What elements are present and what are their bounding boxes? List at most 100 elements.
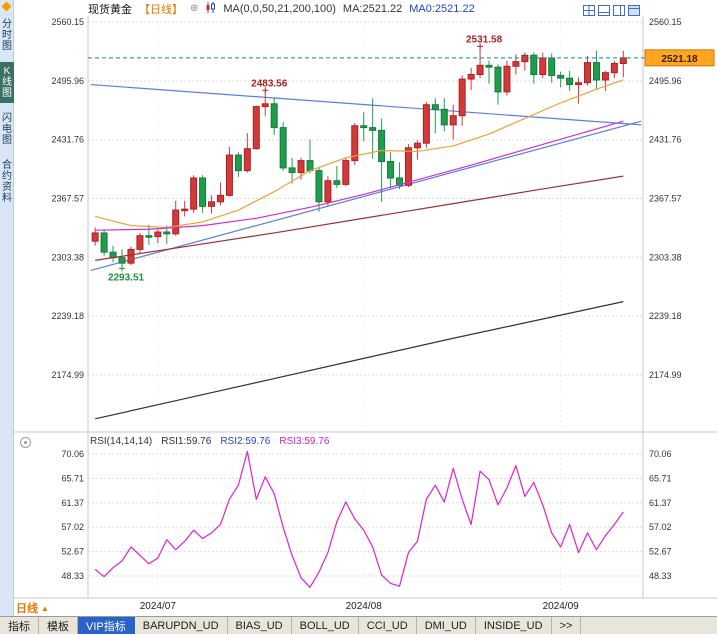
candle-body bbox=[315, 170, 323, 203]
candle-body bbox=[190, 177, 198, 210]
rsi-y-tick-label: 65.71 bbox=[61, 473, 84, 483]
indicator-tab-4[interactable]: BARUPDN_UD bbox=[134, 617, 228, 634]
candle-body bbox=[351, 125, 359, 162]
rsi-y-tick-label: 57.02 bbox=[61, 522, 84, 532]
candle-body bbox=[458, 78, 466, 117]
candle-body bbox=[440, 108, 448, 126]
candle-body bbox=[127, 248, 135, 264]
candle-body bbox=[467, 73, 475, 80]
indicator-tab-1[interactable]: 指标 bbox=[0, 617, 39, 634]
chevron-up-icon: ▲ bbox=[41, 603, 49, 613]
rsi-y-tick-label: 52.67 bbox=[61, 547, 84, 557]
rsi3-value-label: RSI3:59.76 bbox=[279, 436, 330, 447]
indicator-tab-3[interactable]: VIP指标 bbox=[78, 617, 135, 634]
layout-bottom-panel-icon[interactable] bbox=[598, 3, 610, 16]
rsi2-value-label: RSI2:59.76 bbox=[220, 436, 271, 447]
candle-body bbox=[413, 142, 421, 149]
candle-body bbox=[136, 235, 144, 250]
candle-body bbox=[342, 160, 350, 185]
indicator-tab-5[interactable]: BIAS_UD bbox=[227, 617, 292, 634]
indicator-tab-2[interactable]: 模板 bbox=[39, 617, 78, 634]
rsi-y-tick-label: 57.02 bbox=[649, 522, 672, 532]
main-y-tick-label: 2495.96 bbox=[649, 76, 682, 86]
candle-body bbox=[619, 57, 627, 65]
rsi-params-label: RSI(14,14,14) bbox=[90, 436, 153, 447]
expand-icon[interactable]: ⊕ bbox=[190, 3, 199, 14]
candle-body bbox=[288, 167, 296, 173]
left-sidebar: 分时图 K线图闪电图合约资料 bbox=[0, 0, 14, 616]
candle-body bbox=[270, 103, 278, 129]
candle-body bbox=[261, 103, 269, 108]
price-annotation: 2483.56 bbox=[251, 78, 288, 89]
sidebar-tab-4[interactable]: 合约资料 bbox=[2, 160, 12, 204]
main-y-tick-label: 2303.38 bbox=[51, 252, 84, 262]
candle-body bbox=[181, 208, 189, 212]
period-tag[interactable]: 【日线】 bbox=[139, 3, 183, 16]
ma-line-ma21 bbox=[95, 79, 624, 229]
candle-body bbox=[91, 232, 99, 242]
indicator-tab-9[interactable]: INSIDE_UD bbox=[475, 617, 552, 634]
main-y-tick-label: 2367.57 bbox=[649, 194, 682, 204]
candle-body bbox=[431, 104, 439, 110]
rsi-y-tick-label: 48.33 bbox=[61, 571, 84, 581]
rsi-line bbox=[94, 450, 624, 588]
candle-body bbox=[530, 54, 538, 75]
x-axis-label: 2024/09 bbox=[543, 601, 580, 612]
candle-body bbox=[557, 74, 565, 79]
candle-body bbox=[610, 63, 618, 74]
candle-body bbox=[584, 62, 591, 84]
main-y-tick-label: 2239.18 bbox=[649, 311, 682, 321]
main-y-tick-label: 2367.57 bbox=[51, 194, 84, 204]
candle-body bbox=[387, 160, 395, 179]
candle-body bbox=[225, 154, 233, 196]
candle-body bbox=[404, 147, 412, 186]
period-selector[interactable]: 日线 ▲ bbox=[16, 600, 49, 616]
sidebar-tab-2[interactable]: K线图 bbox=[0, 62, 14, 103]
indicator-tab-10[interactable]: >> bbox=[551, 617, 582, 634]
sidebar-tab-3[interactable]: 闪电图 bbox=[2, 113, 12, 146]
chart-canvas: 2560.15 2560.15 2495.96 2495.96 2431.76 2431.… bbox=[14, 16, 717, 612]
main-y-tick-label: 2239.18 bbox=[51, 311, 84, 321]
rsi-y-tick-label: 48.33 bbox=[649, 571, 672, 581]
candle-body bbox=[243, 148, 251, 172]
ma-line-ma100 bbox=[95, 175, 624, 261]
ma-params-label: MA(0,0,50,21,200,100) bbox=[223, 2, 336, 15]
candle-body bbox=[422, 104, 430, 144]
indicator-tab-list: 指标 模板 VIP指标 BARUPDN_UD BIAS_UD BOLL_UD CCI_UD D… bbox=[0, 617, 582, 634]
rsi-y-tick-label: 70.06 bbox=[649, 449, 672, 459]
candle-body bbox=[494, 66, 502, 93]
indicator-tab-6[interactable]: BOLL_UD bbox=[291, 617, 359, 634]
layout-quad-icon[interactable] bbox=[583, 3, 595, 16]
layout-right-panel-icon[interactable] bbox=[613, 3, 625, 16]
chart-header: 现货黄金 【日线】 ⊕ MA(0,0,50,21,200,100) MA:252… bbox=[88, 1, 475, 16]
price-annotation: 2531.58 bbox=[466, 34, 503, 45]
rsi-y-tick-label: 61.37 bbox=[61, 498, 84, 508]
sidebar-tab-list: 分时图 K线图闪电图合约资料 bbox=[0, 15, 14, 208]
layout-single-icon[interactable] bbox=[628, 3, 640, 16]
candle-body bbox=[118, 257, 126, 264]
indicator-tab-7[interactable]: CCI_UD bbox=[358, 617, 417, 634]
indicator-tab-8[interactable]: DMI_UD bbox=[416, 617, 476, 634]
rsi-header: RSI(14,14,14) RSI1:59.76 RSI2:59.76 RSI3… bbox=[90, 436, 329, 447]
candle-body bbox=[485, 64, 493, 68]
candle-body bbox=[503, 65, 511, 93]
rsi1-value-label: RSI1:59.76 bbox=[161, 436, 212, 447]
indicator-cycle-icon[interactable] bbox=[20, 437, 31, 448]
main-y-tick-label: 2303.38 bbox=[649, 252, 682, 262]
candle-body bbox=[234, 154, 242, 172]
candle-body bbox=[521, 54, 529, 63]
candle-body bbox=[199, 177, 207, 207]
rsi-y-tick-label: 65.71 bbox=[649, 473, 672, 483]
mini-candle-icon bbox=[205, 1, 216, 16]
x-axis-label: 2024/07 bbox=[140, 601, 177, 612]
rsi-y-tick-label: 61.37 bbox=[649, 498, 672, 508]
x-axis-label: 2024/08 bbox=[346, 601, 383, 612]
candle-body bbox=[548, 57, 556, 76]
ma-value-label: MA:2521.22 bbox=[342, 2, 403, 15]
candle-body bbox=[216, 194, 224, 203]
sidebar-tab-1[interactable]: 分时图 bbox=[2, 19, 12, 52]
candle-body bbox=[360, 125, 368, 129]
candle-body bbox=[324, 180, 332, 203]
candle-body bbox=[252, 106, 260, 150]
